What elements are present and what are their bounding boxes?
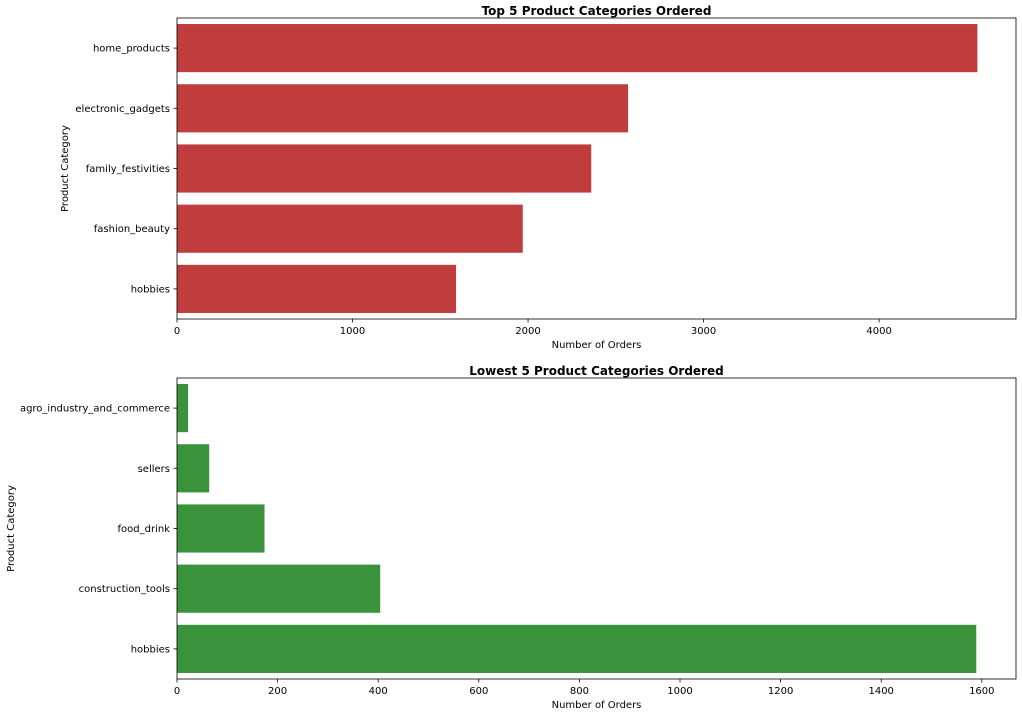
lowest-chart-plot-frame [176,377,1017,680]
top-ytick-label-0: home_products [93,44,170,55]
top-chart-title: Top 5 Product Categories Ordered [482,4,712,18]
top-chart-bars [177,24,978,313]
lowest-chart-bars [177,384,977,673]
top-bar-2 [177,144,592,193]
top-chart-plot-frame [176,17,1017,320]
lowest-ytick-label-1: sellers [138,464,170,475]
top-xtick-label-0: 0 [174,326,180,337]
top-bar-1 [177,84,629,133]
top-chart-ylabel: Product Category [60,125,71,212]
lowest-xtick-label-8: 1600 [969,686,994,697]
top-xtick-label-1: 1000 [340,326,365,337]
lowest-xtick-label-5: 1000 [667,686,692,697]
lowest-xtick-label-7: 1400 [868,686,893,697]
top-chart-xlabel: Number of Orders [552,340,642,351]
lowest-xtick-label-6: 1200 [768,686,793,697]
lowest-bar-0 [177,384,189,433]
lowest-ytick-label-2: food_drink [118,524,171,535]
lowest-xtick-label-3: 600 [469,686,488,697]
lowest-bar-4 [177,624,977,673]
lowest-chart-xlabel: Number of Orders [552,700,642,711]
lowest-xtick-label-1: 200 [268,686,287,697]
top-chart-y-ticks: home_products electronic_gadgets family_fe… [75,44,177,295]
top-ytick-label-2: family_festivities [86,164,170,175]
lowest-xtick-label-0: 0 [174,686,180,697]
top-xtick-label-4: 4000 [866,326,891,337]
top-bar-4 [177,264,457,313]
top-ytick-label-3: fashion_beauty [94,224,170,235]
lowest-ytick-label-4: hobbies [131,644,170,655]
lowest-chart-x-ticks: 0 200 400 600 800 1000 1200 1400 1600 [174,679,995,697]
lowest-bar-3 [177,564,381,613]
lowest-ytick-label-3: construction_tools [79,584,170,595]
lowest-bar-1 [177,444,210,493]
top-xtick-label-3: 3000 [691,326,716,337]
lowest-chart-title: Lowest 5 Product Categories Ordered [469,364,723,378]
top-xtick-label-2: 2000 [515,326,540,337]
top-ytick-label-1: electronic_gadgets [75,104,170,115]
lowest-ytick-label-0: agro_industry_and_commerce [20,404,170,415]
top-categories-chart: Top 5 Product Categories Ordered Number … [60,4,1017,351]
top-chart-x-ticks: 0 1000 2000 3000 4000 [174,319,892,337]
lowest-chart-ylabel: Product Category [6,485,17,572]
lowest-xtick-label-4: 800 [570,686,589,697]
lowest-categories-chart: Lowest 5 Product Categories Ordered Numb… [6,364,1017,711]
lowest-xtick-label-2: 400 [369,686,388,697]
top-ytick-label-4: hobbies [131,284,170,295]
lowest-bar-2 [177,504,265,553]
top-bar-3 [177,204,523,253]
top-bar-0 [177,24,978,73]
